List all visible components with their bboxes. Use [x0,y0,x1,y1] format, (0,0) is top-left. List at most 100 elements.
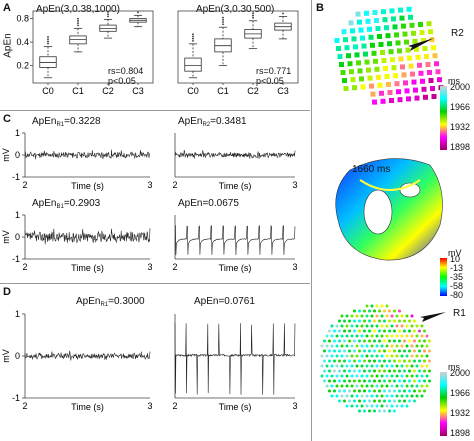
boxplot-ylabel: ApEn [2,33,14,58]
map-electrode [373,329,376,333]
map-electrode [345,374,349,378]
map-electrode [365,304,369,308]
time-label: 1660 ms [352,164,391,175]
outlier-point [47,38,49,41]
map-electrode [400,394,404,398]
map-electrode [413,349,416,353]
x-tick-label: 3 [292,180,297,190]
category-label: C0 [42,86,54,96]
map-electrode [360,404,364,408]
map-electrode [323,339,326,343]
map-electrode [363,51,368,57]
x-axis-label: Time (s) [71,263,104,273]
map-electrode [385,334,389,338]
map-electrode [434,61,439,67]
map-electrode [340,344,344,348]
map-electrode [343,379,346,383]
y-tick-label: 1 [15,128,20,138]
map-electrode [370,324,374,328]
map-electrode [399,15,405,21]
map-electrode [380,384,384,388]
signal-trace [24,350,151,361]
map-electrode [413,379,416,383]
map-electrode [408,339,411,343]
outlier-point [222,16,224,19]
map-electrode [351,36,357,42]
map-electrode [390,404,394,408]
map-electrode [414,46,419,52]
map-electrode [370,364,374,368]
map-electrode [328,369,331,373]
map-electrode [400,314,404,318]
map-electrode [418,339,421,343]
map-electrode [340,374,344,378]
trace-d1-label: ApEnR1=0.3000 [76,296,145,308]
map-electrode [405,374,409,378]
heart-chamber [363,189,393,235]
map-electrode [389,8,395,14]
map-electrode [346,53,351,59]
map-electrode [408,369,411,373]
map-electrode [348,339,351,343]
map-electrode [335,394,339,398]
map-electrode [373,409,376,413]
map-electrode [380,334,384,338]
map-electrode [350,324,354,328]
map-electrode [368,339,371,343]
map-electrode [368,399,371,403]
map-electrode [345,314,349,318]
map-electrode [385,354,389,358]
map-electrode [323,369,326,373]
map-electrode [368,389,371,393]
map-electrode [370,334,374,338]
map-electrode [350,384,354,388]
map-electrode [425,384,429,388]
map-electrode [405,47,411,53]
map-electrode [377,34,382,39]
map-electrode [355,334,359,338]
map-electrode [398,369,401,373]
map-electrode [395,394,399,398]
map-electrode [353,339,356,343]
map-electrode [355,374,359,378]
colorbar-mid-unit: mV [448,248,462,258]
map-electrode [385,394,389,398]
category-label: C3 [132,86,144,96]
map-electrode [393,73,398,79]
colorbar-top-tick: 2000 [450,82,471,92]
colorbar-top-tick: 1966 [450,102,471,112]
map-electrode [363,319,366,323]
map-electrode [363,359,366,363]
map-electrode [353,369,356,373]
map-electrode [373,319,376,323]
y-tick-label: 1 [15,210,20,220]
colorbar-top-unit: ms [448,76,460,86]
map-electrode [390,354,394,358]
map-electrode [325,344,329,348]
map-electrode [353,309,356,313]
map-electrode [353,379,356,383]
map-electrode [365,324,369,328]
colorbar-bottom-tick: 2000 [450,368,471,378]
map-electrode [368,409,371,413]
outlier-point [222,21,224,23]
boxplot-right-rs: rs=0.771 [256,66,292,76]
map-electrode [348,319,351,323]
map-electrode [340,324,344,328]
map-electrode [353,399,356,403]
map-electrode [333,339,336,343]
map-electrode [365,394,369,398]
map-electrode [355,394,359,398]
map-electrode [420,374,424,378]
map-electrode [372,99,377,105]
map-electrode [392,24,398,30]
map-electrode [328,389,331,393]
category-label: C0 [187,86,199,96]
map-electrode [413,319,416,323]
map-electrode [425,62,431,67]
map-electrode [345,354,349,358]
map-electrode [398,309,401,313]
map-electrode [425,364,429,368]
map-electrode [370,354,374,358]
map-electrode [401,23,406,29]
